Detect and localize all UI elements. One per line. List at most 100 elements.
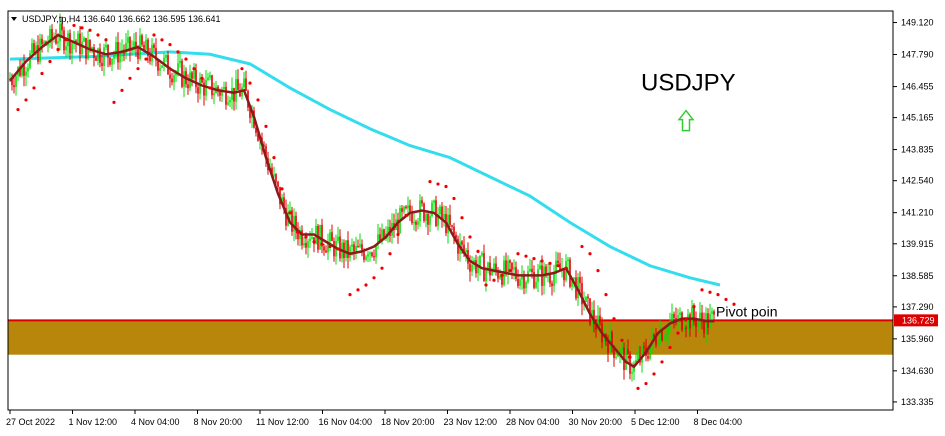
candle	[291, 206, 293, 236]
candle	[325, 245, 327, 253]
sar-dot	[540, 259, 544, 263]
candle	[413, 212, 415, 231]
candle	[387, 219, 389, 243]
candle	[449, 204, 451, 228]
candle	[525, 280, 527, 294]
sar-dot	[248, 81, 252, 85]
sar-dot	[716, 293, 720, 297]
sar-dot	[388, 252, 392, 256]
sar-dot	[32, 86, 36, 90]
candle	[423, 202, 425, 223]
candle	[235, 69, 237, 110]
x-tick-label: 16 Nov 04:00	[319, 417, 373, 427]
x-tick-label: 8 Dec 04:00	[694, 417, 743, 427]
candle	[649, 346, 651, 361]
sar-dot	[136, 67, 140, 71]
candle	[145, 34, 147, 51]
candle	[535, 274, 537, 290]
candle	[141, 33, 143, 47]
candle	[671, 303, 673, 324]
candle	[59, 13, 61, 51]
candle	[643, 341, 645, 354]
candle	[587, 293, 589, 307]
candle	[657, 338, 659, 347]
candle	[397, 212, 399, 244]
sar-dot	[692, 305, 696, 309]
sar-dot	[676, 331, 680, 335]
sar-dot	[16, 107, 20, 112]
candle	[107, 44, 109, 68]
candle	[563, 267, 565, 287]
x-tick-label: 28 Nov 04:00	[506, 417, 560, 427]
sar-dot	[460, 216, 464, 220]
sar-dot	[604, 293, 608, 297]
candle	[353, 241, 355, 261]
sar-dot	[88, 28, 92, 32]
candle	[627, 339, 629, 362]
candle	[557, 252, 559, 266]
sar-dot	[660, 360, 664, 364]
candle	[149, 47, 151, 65]
candle	[147, 37, 149, 64]
candle	[83, 36, 85, 43]
sar-dot	[452, 196, 456, 201]
candle	[153, 42, 155, 52]
sar-dot	[380, 266, 384, 270]
candle	[549, 265, 551, 288]
sar-dot	[516, 252, 520, 256]
candle	[539, 260, 541, 270]
candle	[401, 205, 403, 219]
candle	[103, 43, 105, 77]
candle	[415, 219, 417, 232]
sar-dot	[700, 288, 704, 292]
plot-frame	[7, 10, 894, 411]
candle	[303, 237, 305, 248]
candle	[585, 296, 587, 303]
candle	[31, 38, 33, 56]
sar-dot	[304, 235, 308, 239]
candle	[491, 267, 493, 276]
sar-dot	[208, 86, 212, 90]
sar-dot	[364, 283, 368, 287]
candle	[483, 244, 485, 282]
candle	[229, 96, 231, 108]
candle	[553, 264, 555, 293]
y-tick-label: 135.960	[901, 334, 934, 344]
candle	[161, 65, 163, 69]
candle	[711, 307, 713, 321]
candle	[453, 222, 455, 245]
candle	[431, 200, 433, 218]
candle	[211, 74, 213, 100]
candle	[101, 54, 103, 71]
candle	[701, 304, 703, 330]
sar-dot	[684, 317, 688, 321]
candle	[663, 333, 665, 341]
sar-dot	[724, 297, 728, 302]
y-tick-label: 141.210	[901, 208, 934, 218]
candle	[111, 58, 113, 72]
candle	[191, 71, 193, 87]
sar-dot	[192, 67, 196, 71]
candle	[159, 63, 161, 77]
candle	[213, 82, 215, 105]
candle	[51, 24, 53, 49]
up-arrow-icon	[677, 109, 695, 132]
sar-dot	[708, 290, 712, 294]
candle	[365, 254, 367, 262]
candle	[555, 251, 557, 284]
x-tick-label: 11 Nov 12:00	[256, 417, 309, 427]
sar-dot	[508, 268, 512, 273]
candle	[13, 75, 15, 94]
fast-ma-layer	[9, 33, 714, 369]
sar-dot	[348, 293, 352, 297]
header-menu-icon[interactable]	[11, 17, 17, 21]
sar-dot	[240, 67, 244, 71]
candle	[225, 81, 227, 110]
candle	[703, 312, 705, 338]
candle	[295, 211, 297, 240]
candle	[23, 54, 25, 87]
current-price-label: 136.729	[902, 315, 935, 325]
sar-dot	[72, 23, 76, 28]
